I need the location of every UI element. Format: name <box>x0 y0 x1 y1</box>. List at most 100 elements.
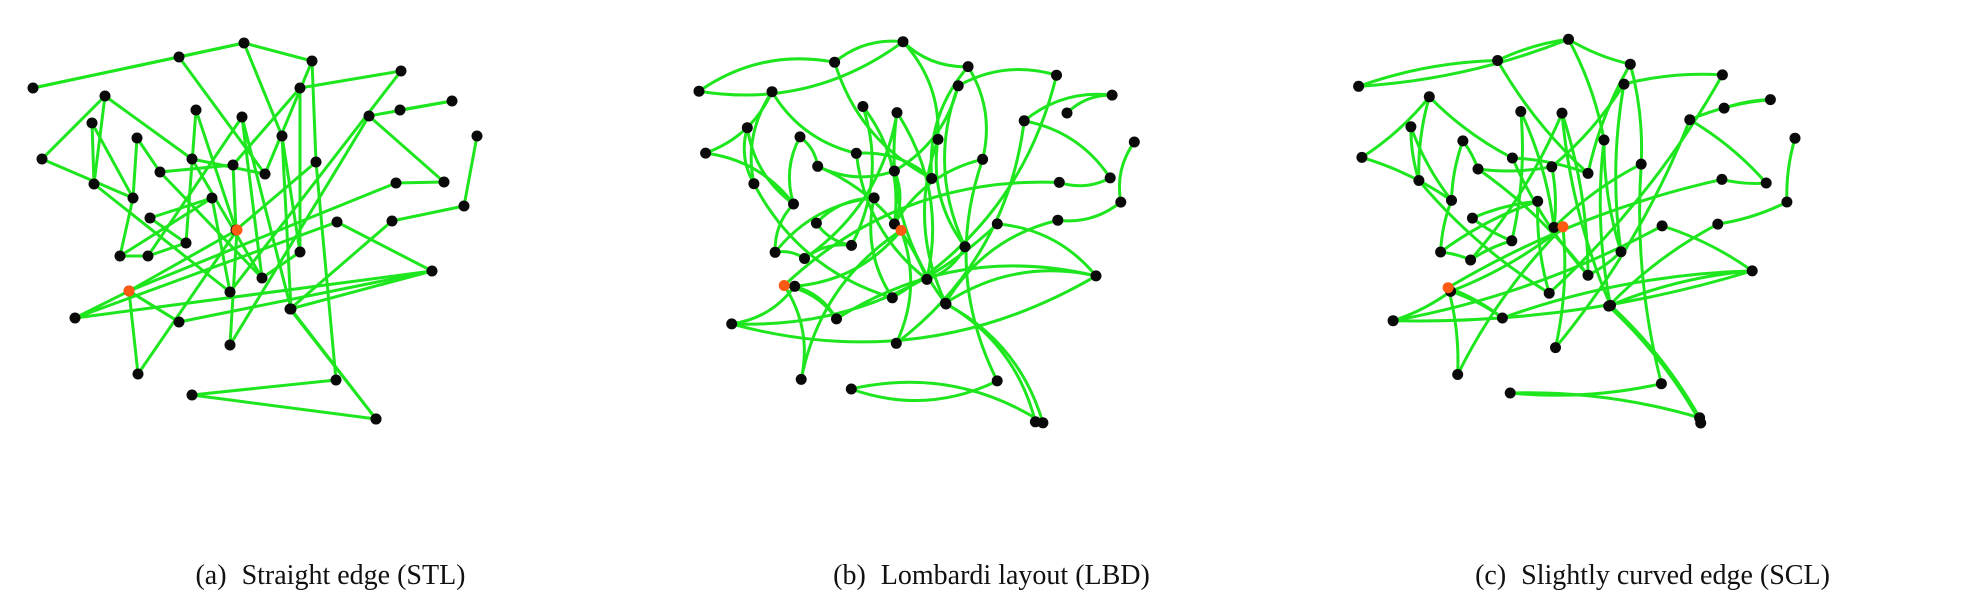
panel-straight-edge: (a) Straight edge (STL) <box>0 0 661 609</box>
graph-node <box>926 173 938 184</box>
graph-node <box>1090 270 1102 282</box>
graph-edge <box>730 274 1098 344</box>
graph-node <box>831 313 842 325</box>
graph-edge <box>704 90 774 155</box>
caption-c: (c) Slightly curved edge (SCL) <box>1322 560 1983 592</box>
caption-b-text: Lombardi layout (LBD) <box>880 560 1150 591</box>
graph-edge <box>901 40 970 69</box>
graph-edge <box>770 90 858 155</box>
graph-edge <box>730 284 797 326</box>
graph-node <box>1435 246 1447 258</box>
graph-node <box>1582 269 1594 281</box>
graph-edge <box>1476 165 1554 173</box>
graph-edge <box>40 157 135 200</box>
highlighted-node <box>895 224 907 236</box>
graph-edge <box>1560 111 1613 307</box>
graph-edge <box>1439 199 1540 254</box>
graph-node <box>1712 218 1724 230</box>
graph-node <box>132 368 144 380</box>
graph-node <box>891 107 903 119</box>
graph-node <box>330 374 342 386</box>
graph-node <box>395 65 407 77</box>
graph-node <box>173 51 185 63</box>
graph-node <box>1760 177 1772 189</box>
graph-node <box>741 122 753 134</box>
node-layer <box>27 37 483 425</box>
graph-node <box>1029 416 1041 428</box>
graph-node <box>977 153 989 165</box>
graph-node <box>1018 115 1030 127</box>
graph-node <box>1053 176 1065 188</box>
graph-edge <box>1417 179 1551 295</box>
graph-edge <box>704 151 796 206</box>
graph-edge <box>943 84 967 249</box>
graph-node <box>1515 106 1527 117</box>
graph-edge <box>1602 138 1623 254</box>
graph-node <box>1465 254 1477 266</box>
graph-edge <box>894 119 1026 345</box>
graph-edge <box>127 289 140 376</box>
graph-node <box>331 216 343 228</box>
graph-node <box>1104 172 1116 184</box>
graph-edge <box>92 94 107 186</box>
graph-edge <box>1720 177 1768 185</box>
graph-edge <box>1628 62 1644 166</box>
graph-edge <box>1536 199 1551 295</box>
graph-edge <box>118 196 135 258</box>
graph-node <box>1061 107 1073 119</box>
graph-edge <box>228 114 371 347</box>
caption-b: (b) Lombardi layout (LBD) <box>661 560 1322 592</box>
graph-edge <box>1360 95 1431 159</box>
graph-edge <box>922 137 948 306</box>
graph-edge <box>1417 95 1431 183</box>
graph-drawing-slightly-curved <box>1353 33 1801 429</box>
graph-node <box>769 246 781 258</box>
graph-node <box>180 237 192 249</box>
highlighted-node <box>123 285 135 297</box>
graph-node <box>789 280 801 292</box>
graph-node <box>190 104 202 116</box>
graph-node <box>932 133 944 145</box>
graph-node <box>1746 265 1758 277</box>
graph-node <box>1506 235 1518 247</box>
graph-node <box>294 246 306 258</box>
graph-edge <box>697 40 905 97</box>
graph-edge <box>745 126 796 206</box>
graph-edge <box>901 40 940 141</box>
graph-node <box>1387 315 1399 327</box>
graph-node <box>812 160 824 172</box>
graph-node <box>1618 78 1630 90</box>
graph-node <box>857 101 869 112</box>
graph-node <box>1466 212 1478 224</box>
edge-layer <box>697 39 1136 425</box>
graph-node <box>748 178 760 190</box>
graph-node <box>1472 163 1484 175</box>
graph-node <box>284 303 296 315</box>
graph-edge <box>131 136 139 200</box>
graph-node <box>726 318 738 330</box>
graph-node <box>1356 151 1368 163</box>
graph-node <box>471 130 483 142</box>
graph-edge <box>782 283 806 381</box>
graph-node <box>236 111 248 123</box>
graph-node <box>1718 102 1730 114</box>
graph-edge <box>833 39 905 64</box>
graph-edge <box>127 228 239 293</box>
graph-node <box>1106 89 1118 101</box>
graph-node <box>886 292 898 304</box>
graph-node <box>1615 246 1627 258</box>
graph-edge <box>228 69 403 294</box>
graph-edge <box>103 94 194 161</box>
graph-edge <box>849 379 999 403</box>
graph-edge <box>697 57 837 93</box>
graph-edge <box>1022 92 1114 123</box>
graph-edge <box>752 182 894 300</box>
graph-edge <box>1550 82 1626 169</box>
graph-drawing-lombardi <box>693 36 1140 429</box>
graph-node <box>1789 132 1801 144</box>
graph-edge <box>73 269 434 320</box>
graph-node <box>890 337 902 349</box>
graph-edge <box>280 134 302 254</box>
graph-edge <box>787 135 802 206</box>
